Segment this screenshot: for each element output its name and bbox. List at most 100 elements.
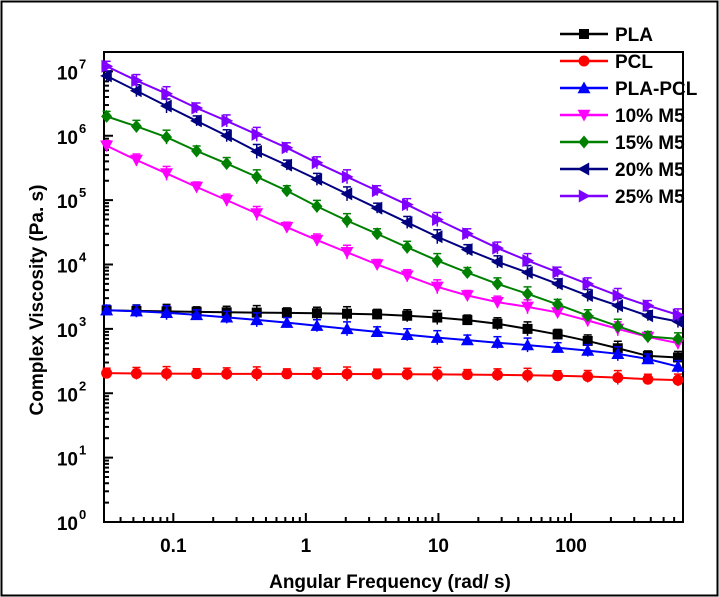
data-point: [131, 74, 143, 88]
data-point: [101, 109, 113, 123]
data-point: [490, 296, 504, 309]
legend-marker: [577, 109, 591, 122]
legend-marker: [577, 81, 591, 94]
data-point: [582, 371, 594, 383]
x-tick-label: 1: [301, 536, 312, 557]
data-point: [401, 368, 413, 380]
y-tick-exponent: 5: [79, 185, 86, 200]
data-point: [310, 172, 323, 186]
legend-marker: [579, 29, 589, 39]
legend-item: PCL: [560, 52, 653, 73]
data-point: [251, 170, 263, 184]
data-point: [551, 341, 565, 353]
data-point: [521, 266, 533, 280]
data-point: [220, 129, 232, 143]
data-point: [280, 158, 293, 172]
data-point: [161, 130, 173, 144]
data-point: [340, 322, 354, 335]
plot-frame: [103, 51, 684, 523]
data-point: [522, 323, 533, 334]
data-point: [432, 312, 443, 323]
data-point: [280, 221, 294, 234]
legend-marker: [577, 162, 590, 176]
y-tick-label: 10: [57, 257, 78, 278]
y-tick-label: 10: [57, 514, 78, 535]
data-point: [251, 127, 264, 141]
data-point: [250, 208, 264, 220]
data-point: [611, 347, 625, 360]
y-tick-exponent: 6: [79, 121, 86, 136]
data-point: [431, 368, 443, 380]
y-tick-label: 10: [57, 63, 78, 84]
data-point: [612, 288, 625, 302]
data-point: [491, 277, 503, 291]
legend-item: 15% M5: [560, 133, 685, 154]
data-point: [281, 184, 293, 198]
data-point: [671, 360, 685, 372]
data-point: [430, 230, 443, 244]
data-point: [370, 325, 384, 338]
series-25-m5: [101, 59, 685, 322]
legend-marker: [578, 55, 590, 67]
data-point: [160, 99, 172, 113]
data-point: [100, 303, 114, 316]
data-point: [522, 287, 534, 301]
y-tick-exponent: 4: [79, 250, 87, 265]
data-point: [460, 290, 474, 302]
data-point: [100, 69, 112, 83]
data-point: [582, 335, 593, 346]
legend-label: 15% M5: [615, 133, 685, 154]
data-point: [250, 313, 264, 326]
data-point: [160, 168, 174, 180]
legend-label: 20% M5: [615, 160, 685, 181]
data-point: [281, 368, 293, 380]
data-point: [101, 367, 113, 379]
data-point: [521, 301, 535, 314]
data-point: [342, 308, 353, 319]
x-axis: 0.1 1 10 100: [103, 513, 684, 557]
data-point: [220, 310, 234, 323]
data-point: [460, 333, 474, 346]
series-20-m5: [100, 69, 684, 329]
data-point: [401, 198, 414, 212]
data-point: [672, 374, 684, 386]
data-point: [250, 144, 262, 158]
legend-item: 10% M5: [560, 106, 685, 127]
data-point: [490, 336, 504, 348]
data-point: [371, 184, 384, 198]
data-point: [281, 307, 292, 318]
data-point: [642, 330, 654, 344]
data-point: [100, 140, 114, 153]
data-point: [431, 254, 443, 268]
x-tick-label: 10: [428, 536, 449, 557]
legend-item: PLA-PCL: [560, 79, 698, 100]
legend-label: PCL: [615, 52, 653, 73]
data-point: [190, 308, 204, 321]
data-point: [671, 315, 684, 329]
data-point: [522, 254, 535, 268]
data-point: [129, 84, 142, 98]
y-tick-exponent: 7: [79, 56, 86, 71]
data-point: [310, 319, 324, 331]
data-point: [161, 87, 174, 101]
data-point: [400, 328, 414, 340]
x-axis-label: Angular Frequency (rad/ s): [269, 572, 511, 593]
data-point: [221, 368, 233, 380]
data-point: [461, 266, 473, 280]
data-point: [492, 318, 503, 329]
series-line: [106, 309, 679, 368]
data-point: [642, 373, 654, 385]
data-point: [400, 270, 414, 283]
data-point: [161, 368, 173, 380]
legend-label: PLA-PCL: [615, 79, 698, 100]
y-tick-exponent: 0: [79, 507, 86, 522]
legend-label: 25% M5: [615, 187, 685, 208]
data-point: [552, 329, 563, 340]
data-point: [641, 352, 655, 365]
data-point: [130, 119, 142, 133]
data-point: [191, 144, 203, 158]
data-point: [311, 368, 323, 380]
